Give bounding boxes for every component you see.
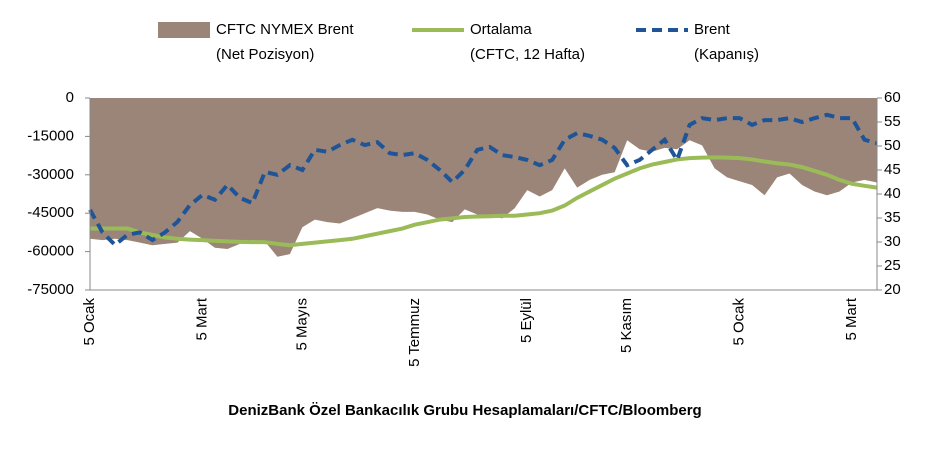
y2-tick-label: 45 [884,161,901,178]
line [88,112,878,248]
y2-tick-label: 25 [884,257,901,274]
y2-tick-label: 20 [884,281,901,298]
y2-tick-label: 30 [884,233,901,250]
y-tick-label: -15000 [27,127,74,144]
y2-tick-label: 60 [884,89,901,106]
x-tick-label: 5 Mayıs [293,298,310,351]
y-tick-label: 0 [66,89,74,106]
x-tick-label: 5 Mart [843,297,860,340]
line [90,155,878,248]
source-note: DenizBank Özel Bankacılık Grubu Hesaplam… [228,402,701,419]
y2-tick-label: 50 [884,137,901,154]
x-tick-label: 5 Temmuz [406,298,423,367]
legend-label: CFTC NYMEX Brent (Net Pozisyon) [216,21,354,63]
x-tick-label: 5 Ocak [81,298,98,346]
legend-label: Brent (Kapanış) [694,21,760,63]
y-tick-label: -45000 [27,204,74,221]
x-tick-label: 5 Mart [193,297,210,340]
x-tick-label: 5 Eylül [518,298,535,343]
x-tick-label: 5 Kasım [618,298,635,353]
y-tick-label: -30000 [27,166,74,183]
y2-tick-label: 35 [884,209,901,226]
y2-tick-label: 40 [884,185,901,202]
legend-swatch [158,22,210,38]
y2-tick-label: 55 [884,113,901,130]
plot [88,98,878,257]
area [90,98,877,257]
legend-label: Ortalama (CFTC, 12 Hafta) [470,21,586,63]
y-tick-label: -60000 [27,243,74,260]
y-tick-label: -75000 [27,281,74,298]
x-tick-label: 5 Ocak [731,298,748,346]
